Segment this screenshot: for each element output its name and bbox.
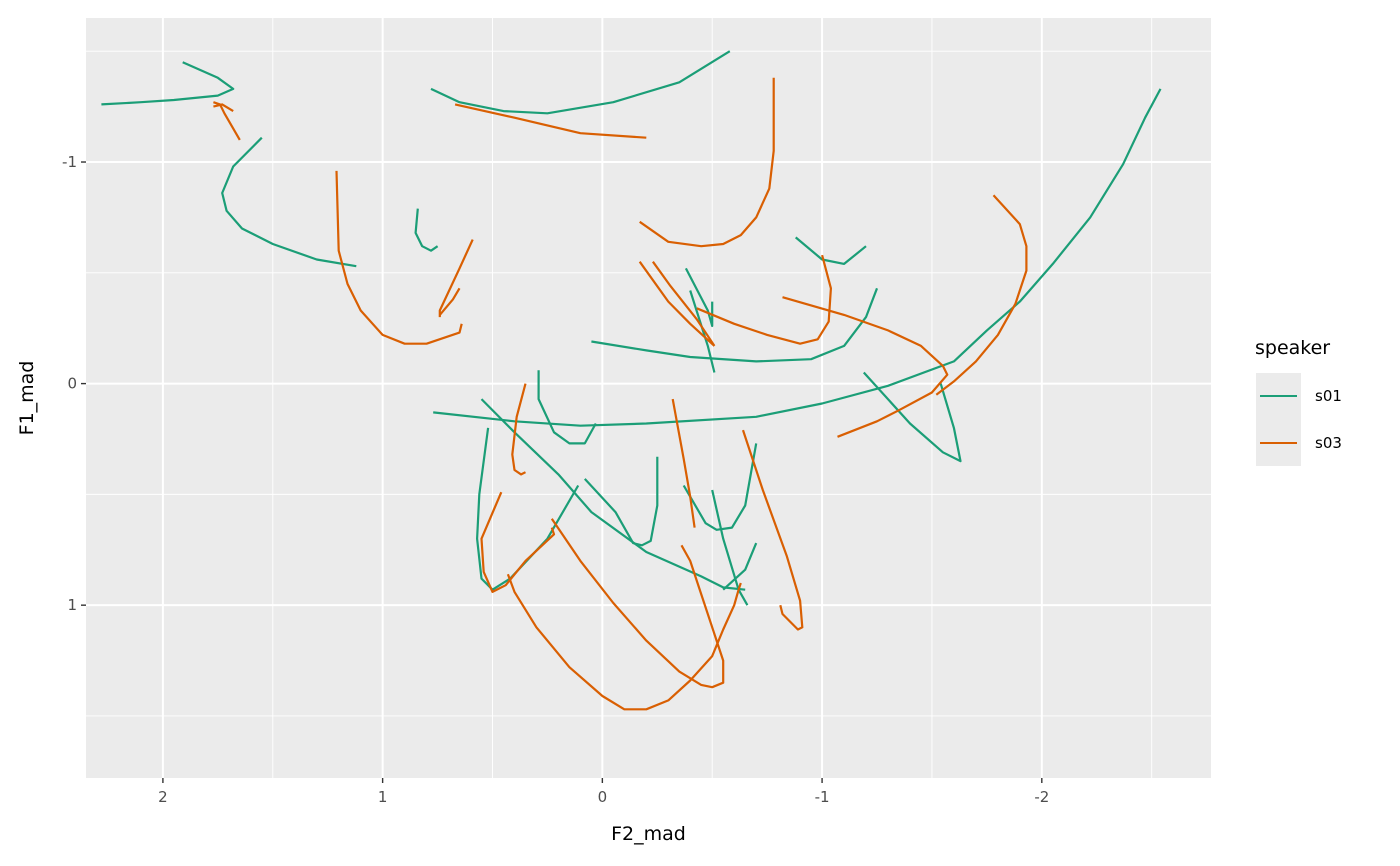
y-axis: -1 0 1 (62, 153, 86, 614)
track-s03-14 (480, 491, 556, 593)
legend-label-s03: s03 (1315, 434, 1342, 452)
track-s01-11 (711, 489, 749, 606)
track-s03-4 (335, 170, 463, 345)
track-s01-6 (480, 398, 746, 591)
track-s01-14 (689, 290, 716, 373)
track-s01-2 (221, 136, 357, 268)
panel-background (86, 18, 1211, 778)
x-axis-title: F2_mad (611, 823, 686, 845)
track-s01-16 (794, 236, 867, 265)
track-s01-7 (537, 370, 597, 445)
x-tick-label: -1 (815, 788, 830, 806)
track-s03-2 (213, 103, 234, 113)
formant-tracks (101, 50, 1162, 711)
legend-key-background (1256, 373, 1301, 466)
x-tick-label: -2 (1034, 788, 1049, 806)
track-s03-18 (741, 429, 804, 631)
legend-title: speaker (1255, 337, 1330, 359)
track-s03-16 (550, 518, 725, 689)
y-tick-label: 1 (67, 596, 77, 614)
grid-lines (86, 18, 1211, 778)
track-s01-4 (414, 208, 439, 252)
y-tick-label: -1 (62, 153, 77, 171)
track-s03-13 (511, 383, 527, 476)
track-s03-11 (782, 296, 949, 438)
x-tick-label: 1 (378, 788, 388, 806)
track-s01-5 (433, 88, 1162, 427)
track-s01-10 (682, 443, 758, 531)
track-s03-10 (696, 254, 832, 345)
y-tick-label: 0 (67, 375, 77, 393)
track-s03-6 (438, 287, 461, 316)
x-axis: 2 1 0 -1 -2 (158, 778, 1049, 806)
track-s01-17 (862, 371, 962, 463)
track-s01-12 (722, 542, 758, 591)
track-s03-17 (671, 398, 696, 528)
track-s03-8 (638, 261, 716, 347)
track-s03-1 (213, 101, 241, 141)
track-s03-3 (454, 103, 647, 139)
x-tick-label: 2 (158, 788, 168, 806)
y-axis-title: F1_mad (16, 361, 38, 436)
track-s03-15 (506, 573, 742, 711)
track-s03-9 (652, 261, 716, 347)
track-s03-12 (935, 194, 1028, 396)
track-s03-7 (639, 77, 775, 248)
track-s01-3 (430, 50, 731, 115)
x-tick-label: 0 (598, 788, 608, 806)
legend: speaker s01 s03 (1255, 337, 1342, 466)
track-s01-1 (101, 61, 235, 106)
legend-label-s01: s01 (1315, 387, 1342, 405)
track-s01-9 (583, 456, 659, 547)
